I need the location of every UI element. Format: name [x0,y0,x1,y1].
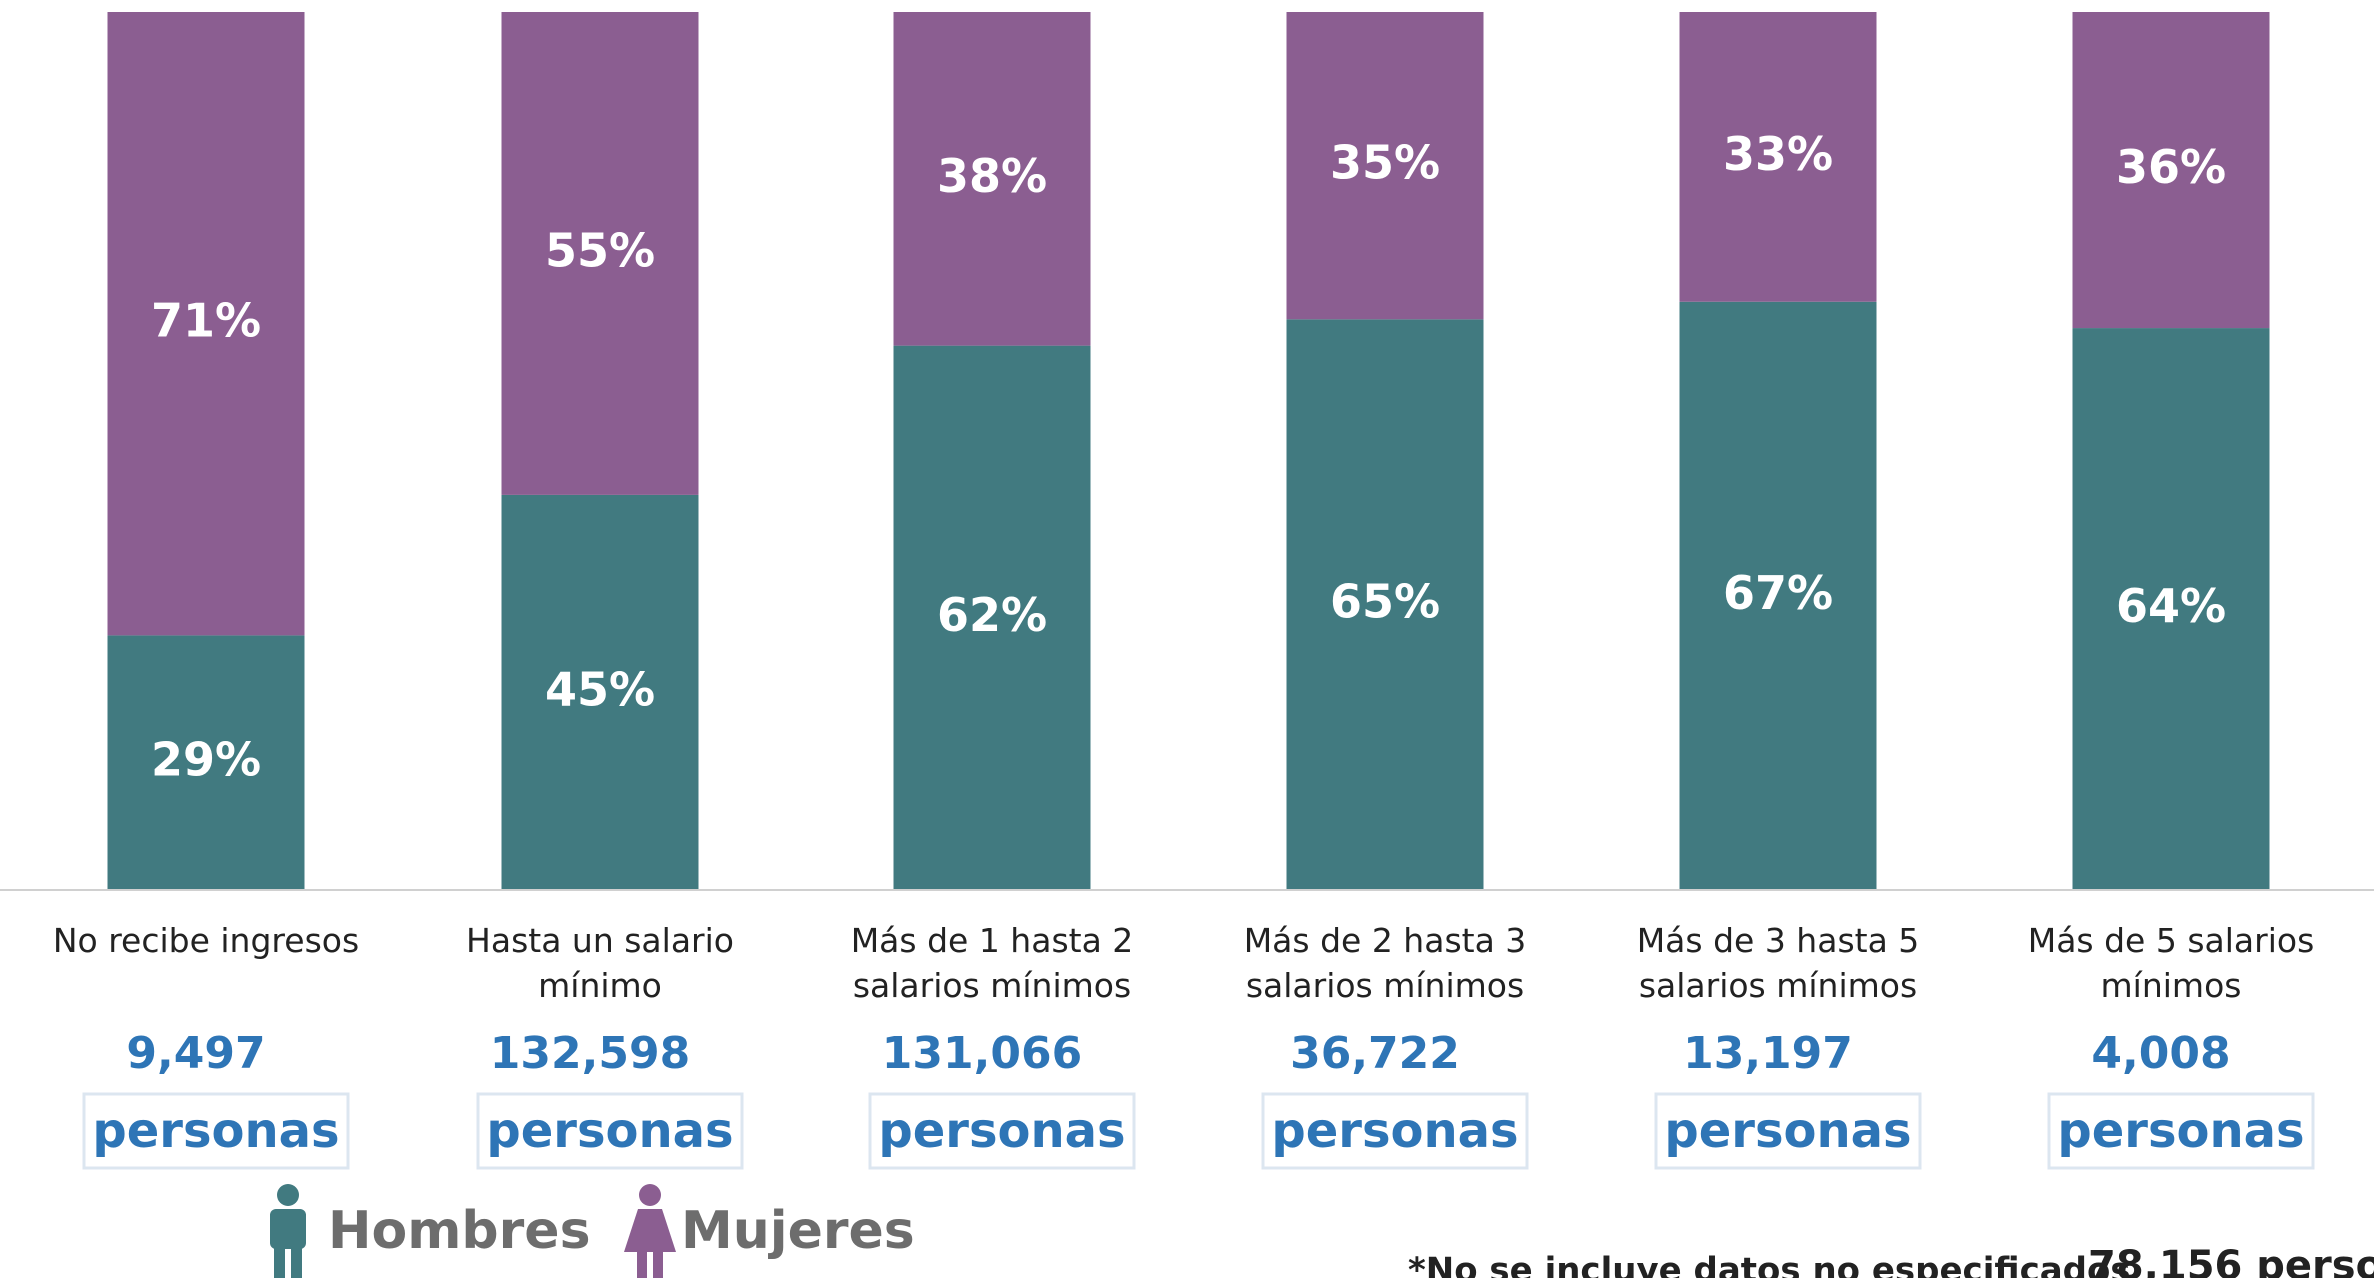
count-label: 131,066 [882,1028,1082,1079]
count-label: 13,197 [1683,1028,1853,1079]
unit-box [476,1092,744,1170]
women-icon [624,1184,676,1278]
bar-segment [1286,319,1484,890]
x-tick-label: Hasta un salario mínimo [466,921,734,1005]
unit-label: personas [486,1103,733,1159]
legend-label: Mujeres [681,1201,915,1261]
unit-label: personas [878,1103,1125,1159]
count-label: 36,722 [1290,1028,1460,1079]
bar-segment [2072,328,2270,891]
bar-segment [893,12,1091,346]
bar-segment [1679,301,1877,890]
unit-box [1654,1092,1922,1170]
footnote: *No se incluye datos no especificados [1408,1251,2131,1278]
legend-label: Hombres [328,1201,591,1261]
unit-box [82,1092,350,1170]
value-label: 45% [545,662,655,716]
value-label: 71% [151,293,261,347]
unit-label: personas [92,1103,339,1159]
x-tick-label: Más de 2 hasta 3 salarios mínimos [1243,921,1527,1005]
unit-box [1261,1092,1529,1170]
bar-segment [1679,12,1877,302]
value-label: 67% [1723,565,1833,619]
unit-box [868,1092,1136,1170]
legend: Hombres Mujeres [270,1184,915,1278]
bar-segment [107,12,305,636]
x-tick-label: Más de 3 hasta 5 salarios mínimos [1636,921,1920,1005]
value-label: 33% [1723,126,1833,180]
unit-label: personas [1664,1103,1911,1159]
value-label: 55% [545,223,655,277]
footnote-count: 78,156 personas [2088,1243,2374,1278]
count-label: 9,497 [126,1028,265,1079]
bar-segment [501,494,699,890]
bar-segment [2072,12,2270,329]
count-label: 132,598 [490,1028,690,1079]
value-label: 35% [1330,135,1440,189]
unit-label: personas [1271,1103,1518,1159]
value-label: 36% [2116,140,2226,194]
value-label: 64% [2116,579,2226,633]
unit-label: personas [2057,1103,2304,1159]
x-tick-label: No recibe ingresos [52,921,360,960]
value-label: 65% [1330,574,1440,628]
bar-segment [1286,12,1484,320]
x-tick-label: Más de 5 salarios mínimos [2027,921,2315,1005]
value-label: 62% [937,587,1047,641]
bar-segment [893,345,1091,890]
x-tick-label: Más de 1 hasta 2 salarios mínimos [850,921,1134,1005]
men-icon [270,1184,306,1278]
unit-box [2047,1092,2315,1170]
bar-segment [107,635,305,890]
value-label: 29% [151,732,261,786]
bar-segment [501,12,699,495]
count-label: 4,008 [2091,1028,2230,1079]
value-label: 38% [937,148,1047,202]
